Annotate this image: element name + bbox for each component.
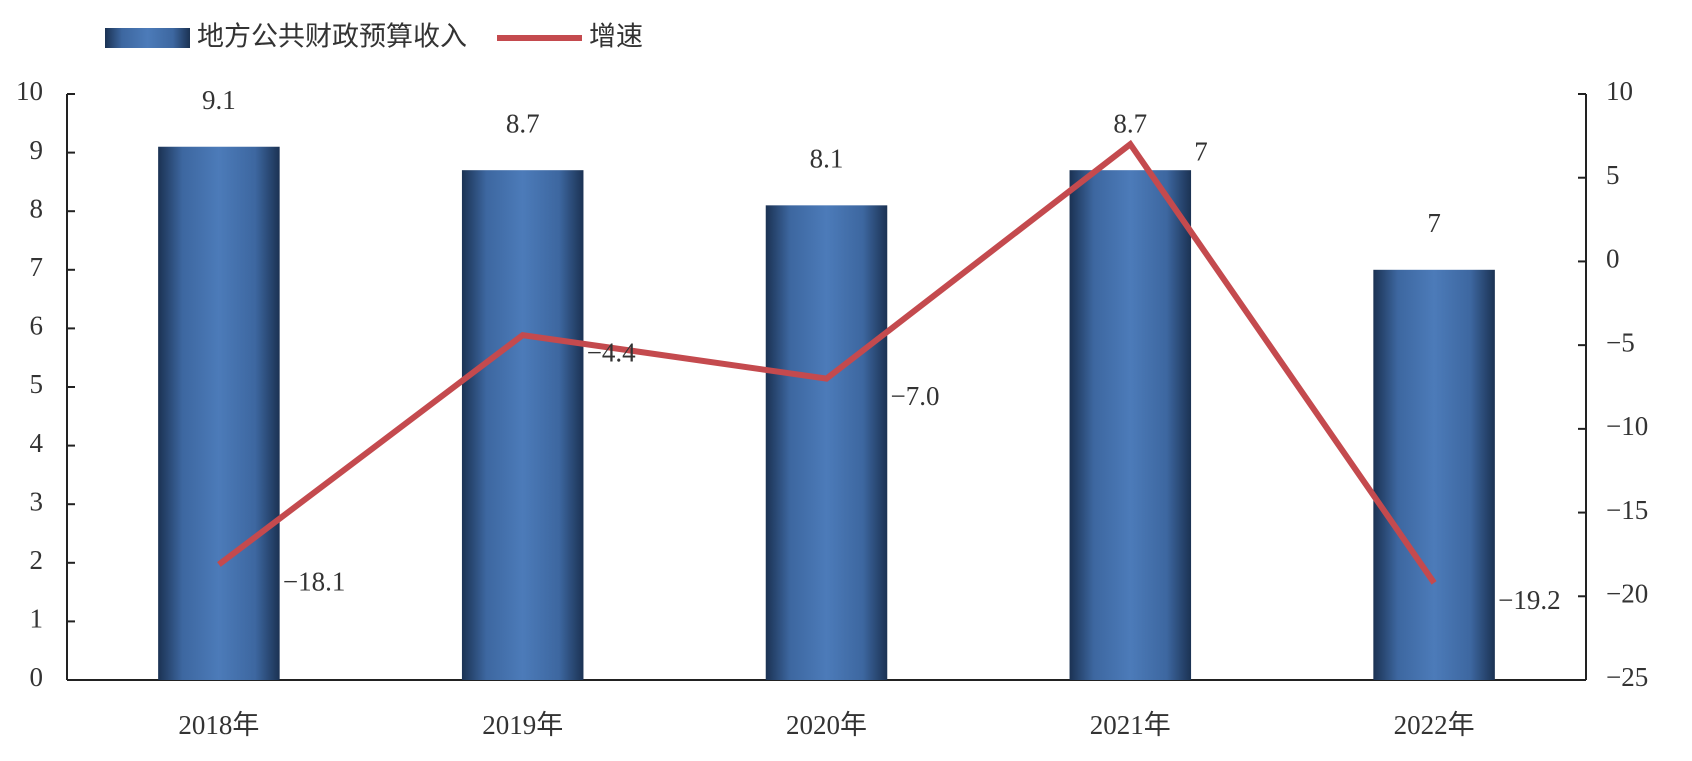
data-label: 7 <box>1194 136 1208 166</box>
y2-tick-label: 10 <box>1606 76 1633 106</box>
line-series <box>217 139 1437 585</box>
x-tick-label: 2018年 <box>178 710 259 740</box>
x-tick-label: 2019年 <box>482 710 563 740</box>
bar <box>1069 170 1192 680</box>
y-tick-label: 6 <box>30 311 44 341</box>
bar <box>158 146 280 681</box>
y-tick-label: 8 <box>30 193 44 223</box>
x-tick-label: 2021年 <box>1090 710 1171 740</box>
y2-tick-label: −10 <box>1606 411 1648 441</box>
y-tick-label: 9 <box>30 135 44 165</box>
data-label: −19.2 <box>1498 585 1560 615</box>
y-tick-label: 2 <box>30 545 44 575</box>
legend-label: 地方公共财政预算收入 <box>197 22 467 53</box>
y2-tick-label: 5 <box>1606 160 1620 190</box>
y-tick-label: 0 <box>30 662 44 692</box>
data-label: −18.1 <box>283 567 345 597</box>
legend-swatch <box>105 28 190 48</box>
y-tick-label: 7 <box>30 252 44 282</box>
y2-tick-label: −20 <box>1606 578 1648 608</box>
y2-tick-label: −25 <box>1606 662 1648 692</box>
data-label: 8.1 <box>810 144 844 174</box>
y2-tick-label: 0 <box>1606 244 1620 274</box>
x-tick-label: 2020年 <box>786 710 867 740</box>
data-label: −4.4 <box>587 337 636 367</box>
data-label: 8.7 <box>506 108 540 138</box>
y-tick-label: 5 <box>30 369 44 399</box>
y-tick-label: 10 <box>16 76 43 106</box>
y-tick-label: 3 <box>30 486 44 516</box>
data-label: 9.1 <box>202 85 236 115</box>
data-label: −7.0 <box>891 381 940 411</box>
data-label: 8.7 <box>1113 108 1147 138</box>
legend-label: 增速 <box>589 22 643 53</box>
y2-tick-label: −15 <box>1606 495 1648 525</box>
bar <box>1373 269 1495 680</box>
bar <box>765 205 888 680</box>
y-tick-label: 1 <box>30 604 44 634</box>
y-tick-label: 4 <box>30 428 44 458</box>
x-tick-label: 2022年 <box>1394 710 1475 740</box>
data-label: 7 <box>1427 208 1441 238</box>
y2-tick-label: −5 <box>1606 327 1635 357</box>
bar <box>461 170 584 680</box>
